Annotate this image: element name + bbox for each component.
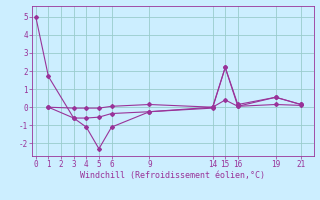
X-axis label: Windchill (Refroidissement éolien,°C): Windchill (Refroidissement éolien,°C) — [80, 171, 265, 180]
